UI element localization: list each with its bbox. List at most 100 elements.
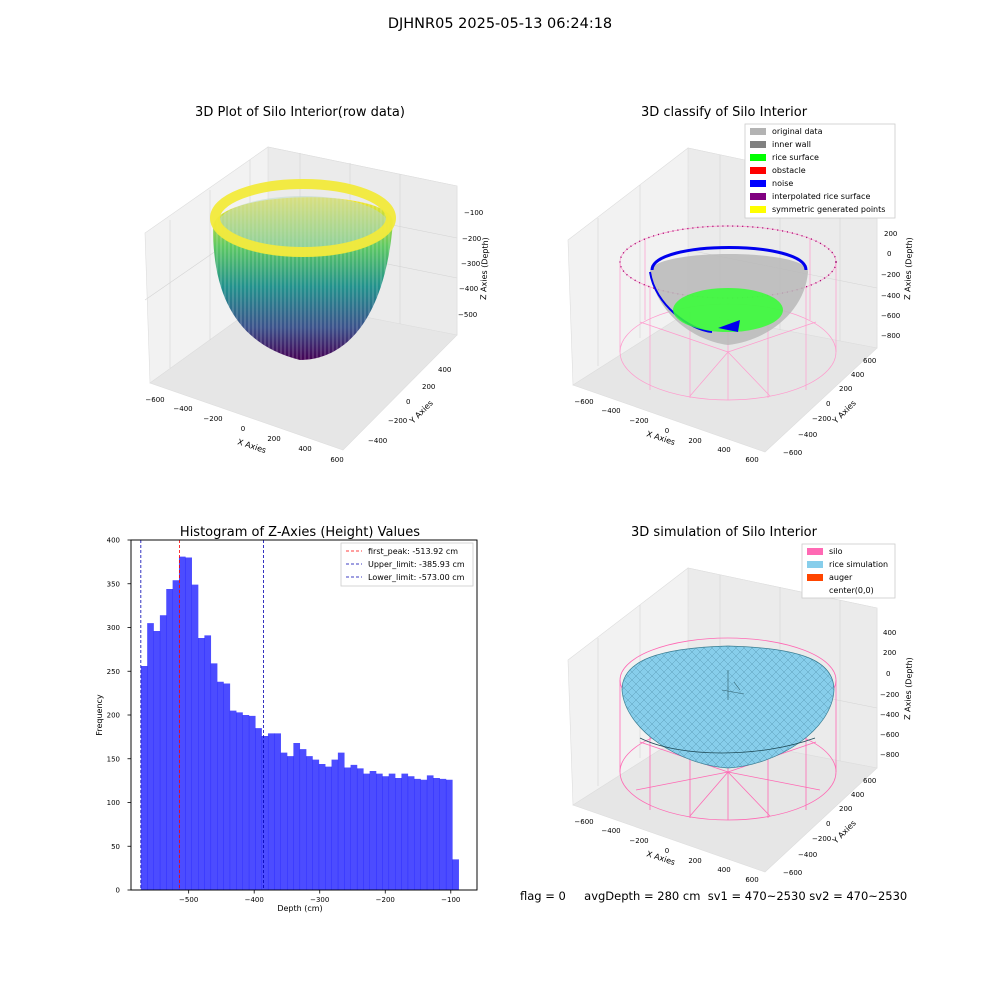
histogram-bar	[350, 764, 358, 890]
histogram-bar	[293, 743, 301, 890]
raw-xtick: 200	[267, 435, 280, 443]
histogram-bar	[159, 615, 167, 890]
classify-ztick: −800	[881, 332, 900, 340]
classify-ytick: −200	[812, 415, 831, 423]
histogram-bar	[445, 779, 453, 890]
raw-ytick: −400	[368, 437, 387, 445]
raw-z-label: Z Axies (Depth)	[479, 237, 490, 300]
histogram-bar	[331, 759, 339, 890]
histogram-xtick-label: −100	[441, 896, 460, 904]
histogram-bar	[140, 666, 148, 890]
raw-bowl-rim	[210, 179, 396, 257]
classify-xtick: 0	[665, 427, 669, 435]
histogram-y-ticks: 0 50 100 150 200 250 300 350 400	[107, 537, 131, 895]
classify-x-label: X Axies	[645, 429, 676, 447]
simulation-ytick: −600	[783, 869, 802, 877]
classify-plot-title: 3D classify of Silo Interior	[641, 105, 808, 120]
legend-label-rice-surface: rice surface	[772, 153, 819, 162]
simulation-x-ticks: −600 −400 −200 0 200 400 600	[574, 818, 758, 884]
simulation-ztick: −400	[880, 711, 899, 719]
classify-ytick: 600	[863, 357, 876, 365]
status-footer: flag = 0 avgDepth = 280 cm sv1 = 470~253…	[520, 889, 907, 903]
legend-swatch-obstacle	[750, 167, 766, 174]
histogram-bar	[261, 736, 269, 890]
classify-y-ticks: −600 −400 −200 0 200 400 600	[783, 357, 876, 457]
simulation-rice-edge	[639, 737, 816, 754]
simulation-xtick: 400	[717, 866, 730, 874]
histogram-bar	[185, 557, 192, 890]
classify-xtick: 200	[688, 437, 701, 445]
classify-y-label: Y Axies	[830, 399, 858, 427]
histogram-x-ticks: −500 −400 −300 −200 −100	[179, 890, 460, 904]
legend-label-symmetric: symmetric generated points	[772, 205, 885, 214]
histogram-bar	[178, 556, 186, 890]
classify-plot-panel: 3D classify of Silo Interior	[567, 105, 914, 464]
legend-swatch-silo	[807, 548, 823, 555]
legend-label-obstacle: obstacle	[772, 166, 806, 175]
histogram-title: Histogram of Z-Axies (Height) Values	[180, 525, 420, 540]
raw-xtick: −600	[145, 396, 164, 404]
classify-z-ticks: 200 0 −200 −400 −600 −800	[881, 230, 900, 340]
histogram-bar	[153, 631, 161, 890]
histogram-y-label: Frequency	[95, 694, 104, 736]
classify-legend: original data inner wall rice surface ob…	[744, 123, 896, 219]
histogram-x-label: Depth (cm)	[277, 904, 322, 913]
legend-label-lower-limit: Lower_limit: -573.00 cm	[368, 573, 465, 582]
simulation-xtick: 200	[688, 857, 701, 865]
histogram-bar	[414, 778, 421, 890]
histogram-ytick-label: 150	[107, 755, 120, 763]
simulation-xtick: −600	[574, 818, 593, 826]
classify-ztick: 200	[884, 230, 897, 238]
legend-swatch-inner-wall	[750, 141, 766, 148]
classify-xtick: −200	[629, 417, 648, 425]
raw-xtick: 400	[298, 445, 311, 453]
histogram-bar	[344, 767, 351, 890]
histogram-ytick-label: 0	[116, 887, 120, 895]
classify-z-label: Z Axies (Depth)	[903, 237, 914, 300]
figure-title: DJHNR05 2025-05-13 06:24:18	[387, 16, 613, 32]
raw-ytick: 200	[422, 383, 435, 391]
histogram-ytick-label: 250	[107, 668, 120, 676]
simulation-rice-mesh	[622, 646, 834, 768]
legend-swatch-auger	[807, 574, 823, 581]
histogram-xtick-label: −400	[245, 896, 264, 904]
histogram-bar	[210, 663, 218, 890]
histogram-bar	[236, 712, 243, 890]
histogram-bar	[382, 776, 390, 890]
simulation-auger	[721, 670, 745, 700]
raw-xtick: −400	[173, 405, 192, 413]
histogram-ytick-label: 300	[107, 624, 120, 632]
legend-label-first-peak: first_peak: -513.92 cm	[368, 547, 458, 556]
simulation-y-ticks: −600 −400 −200 0 200 400 600	[783, 777, 876, 877]
histogram-ytick-label: 50	[111, 843, 120, 851]
histogram-legend: first_peak: -513.92 cm Upper_limit: -385…	[340, 542, 474, 587]
simulation-x-label: X Axies	[645, 849, 676, 867]
raw-ytick: 0	[406, 398, 410, 406]
classify-noise-center	[718, 320, 740, 332]
raw-plot-title: 3D Plot of Silo Interior(row data)	[195, 105, 405, 120]
classify-ztick: 0	[887, 250, 891, 258]
histogram-bar	[306, 756, 313, 890]
legend-label-interpolated: interpolated rice surface	[772, 192, 870, 201]
histogram-bar	[267, 733, 275, 890]
simulation-ztick: 200	[883, 649, 896, 657]
classify-xtick: −400	[601, 407, 620, 415]
classify-xtick: −600	[574, 398, 593, 406]
raw-x-label: X Axies	[236, 437, 267, 455]
histogram-bar	[452, 859, 459, 890]
simulation-xtick: −400	[601, 827, 620, 835]
legend-label-auger: auger	[829, 573, 853, 582]
legend-swatch-interpolated	[750, 193, 766, 200]
histogram-bar	[439, 778, 447, 890]
simulation-plot-panel: 3D simulation of Silo Interior	[567, 525, 914, 884]
legend-swatch-rice-simulation	[807, 561, 823, 568]
histogram-bar	[407, 776, 415, 890]
histogram-bar	[280, 752, 288, 890]
raw-x-ticks: −600 −400 −200 0 200 400 600	[145, 396, 343, 464]
legend-swatch-rice-surface	[750, 154, 766, 161]
histogram-xtick-label: −500	[179, 896, 198, 904]
legend-swatch-symmetric	[750, 206, 766, 213]
histogram-bar	[420, 779, 428, 890]
simulation-z-label: Z Axies (Depth)	[903, 657, 914, 720]
